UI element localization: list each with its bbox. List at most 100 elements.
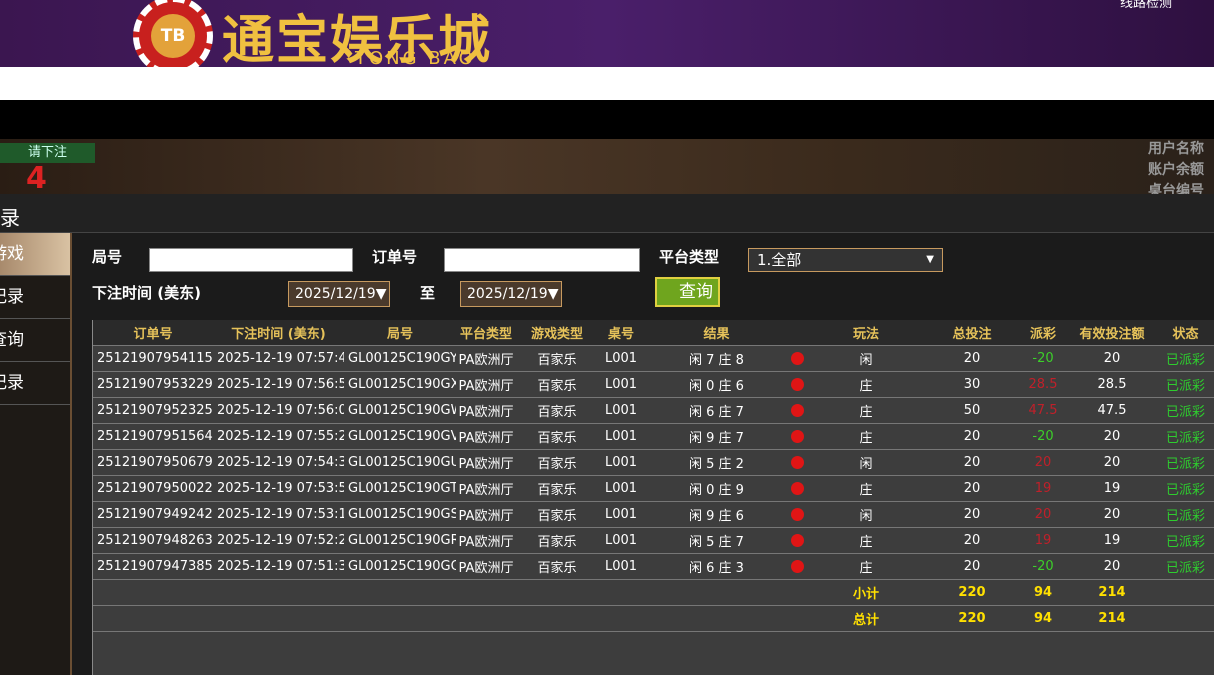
- order-id: 251219079473859: [93, 553, 213, 580]
- game-type: 百家乐: [516, 423, 598, 450]
- bet: 50: [926, 397, 1018, 424]
- order-id: 251219079541154: [93, 345, 213, 372]
- bet-time: 2025-12-19 07:51:35: [213, 553, 344, 580]
- platform: PA欧洲厅: [456, 553, 516, 580]
- sidebar-item[interactable]: 游戏: [0, 233, 70, 276]
- payout: 20: [1018, 501, 1068, 528]
- bet: 20: [926, 553, 1018, 580]
- date-from[interactable]: 2025/12/19▼: [288, 281, 390, 307]
- logo-chip: TB: [133, 0, 213, 67]
- sidebar-item[interactable]: 记录: [0, 276, 70, 319]
- table-no: L001: [598, 527, 644, 554]
- bet-time: 2025-12-19 07:56:56: [213, 371, 344, 398]
- table-no: L001: [598, 449, 644, 476]
- status: 已派彩: [1156, 501, 1214, 528]
- replay-icon[interactable]: [791, 455, 804, 469]
- replay-icon[interactable]: [791, 377, 804, 391]
- play-type: 庄: [806, 371, 926, 398]
- status: 已派彩: [1156, 345, 1214, 372]
- platform-select[interactable]: 1.全部 ▼: [748, 248, 943, 272]
- logo-text: 通宝娱乐城: [222, 10, 493, 67]
- panel-title-bar: 录: [0, 194, 1214, 233]
- data-row: 251219079492422 2025-12-19 07:53:13 GL0012…: [93, 501, 1214, 528]
- replay-cell: [789, 553, 806, 580]
- bet-time: 2025-12-19 07:57:41: [213, 345, 344, 372]
- payout: 20: [1018, 449, 1068, 476]
- total-label: 小计: [806, 579, 926, 606]
- data-row: 251219079541154 2025-12-19 07:57:41 GL0012…: [93, 345, 1214, 372]
- table-no: L001: [598, 371, 644, 398]
- total-label: 总计: [806, 605, 926, 632]
- round-input[interactable]: [149, 248, 353, 272]
- result: 闲 0 庄 6: [644, 371, 789, 398]
- top-link[interactable]: 线路检测: [1120, 0, 1173, 11]
- payout: 19: [1018, 527, 1068, 554]
- round-id: GL00125C190GW: [344, 397, 456, 424]
- replay-icon[interactable]: [791, 507, 804, 521]
- round-id: GL00125C190GT: [344, 475, 456, 502]
- label: 平台类型: [659, 248, 720, 266]
- total-valid: 214: [1068, 579, 1156, 606]
- bet: 20: [926, 423, 1018, 450]
- order-id: 251219079532298: [93, 371, 213, 398]
- table-no: L001: [598, 501, 644, 528]
- result: 闲 5 庄 7: [644, 527, 789, 554]
- info-label: 桌台编号: [1148, 183, 1204, 194]
- replay-icon[interactable]: [791, 429, 804, 443]
- bet-time: 2025-12-19 07:56:05: [213, 397, 344, 424]
- column-header: 玩法: [806, 320, 926, 346]
- table-wrap: 订单号 下注时间 (美东) 局号 平台类型 游戏类型 桌号 结果 玩法 总投注 派彩 有效投注额 状态…: [92, 320, 1214, 675]
- round-id: GL00125C190GS: [344, 501, 456, 528]
- bet-table: 订单号 下注时间 (美东) 局号 平台类型 游戏类型 桌号 结果 玩法 总投注 派彩 有效投注额 状态…: [93, 320, 1214, 632]
- spacer: [0, 67, 1214, 100]
- platform: PA欧洲厅: [456, 475, 516, 502]
- order-input[interactable]: [444, 248, 640, 272]
- payout: -20: [1018, 423, 1068, 450]
- platform: PA欧洲厅: [456, 397, 516, 424]
- game-type: 百家乐: [516, 371, 598, 398]
- data-row: 251219079473859 2025-12-19 07:51:35 GL0012…: [93, 553, 1214, 580]
- replay-icon[interactable]: [791, 481, 804, 495]
- column-header: [789, 320, 806, 346]
- platform: PA欧洲厅: [456, 449, 516, 476]
- replay-icon[interactable]: [791, 351, 804, 365]
- valid-bet: 20: [1068, 423, 1156, 450]
- platform: PA欧洲厅: [456, 527, 516, 554]
- game-type: 百家乐: [516, 397, 598, 424]
- replay-icon[interactable]: [791, 533, 804, 547]
- sidebar-item[interactable]: 查询: [0, 319, 70, 362]
- data-row: 251219079482637 2025-12-19 07:52:23 GL0012…: [93, 527, 1214, 554]
- bet-time: 2025-12-19 07:53:56: [213, 475, 344, 502]
- date-to[interactable]: 2025/12/19▼: [460, 281, 562, 307]
- order-id: 251219079523252: [93, 397, 213, 424]
- status: 已派彩: [1156, 371, 1214, 398]
- bet: 20: [926, 345, 1018, 372]
- filter-round: 局号: [92, 246, 122, 267]
- play-type: 庄: [806, 553, 926, 580]
- round-id: GL00125C190GV: [344, 423, 456, 450]
- platform: PA欧洲厅: [456, 371, 516, 398]
- bet-time: 2025-12-19 07:53:13: [213, 501, 344, 528]
- column-header: 下注时间 (美东): [213, 320, 344, 346]
- bet: 30: [926, 371, 1018, 398]
- sidebar-item[interactable]: 记录: [0, 362, 70, 405]
- search-button[interactable]: 查询: [655, 277, 720, 307]
- result: 闲 5 庄 2: [644, 449, 789, 476]
- countdown: 4: [26, 161, 47, 194]
- info-label: 用户名称: [1148, 141, 1204, 157]
- header: TB 通宝娱乐城 TONG BAO 线路检测: [0, 0, 1214, 67]
- replay-icon[interactable]: [791, 559, 804, 573]
- replay-cell: [789, 475, 806, 502]
- total-bet: 220: [926, 579, 1018, 606]
- label: 局号: [92, 248, 123, 266]
- column-header: 状态: [1156, 320, 1214, 346]
- data-row: 251219079523252 2025-12-19 07:56:05 GL0012…: [93, 397, 1214, 424]
- play-type: 闲: [806, 345, 926, 372]
- order-id: 251219079492422: [93, 501, 213, 528]
- total-payout: 94: [1018, 605, 1068, 632]
- valid-bet: 20: [1068, 345, 1156, 372]
- replay-icon[interactable]: [791, 403, 804, 417]
- payout: 47.5: [1018, 397, 1068, 424]
- column-header: 游戏类型: [516, 320, 598, 346]
- payout: 19: [1018, 475, 1068, 502]
